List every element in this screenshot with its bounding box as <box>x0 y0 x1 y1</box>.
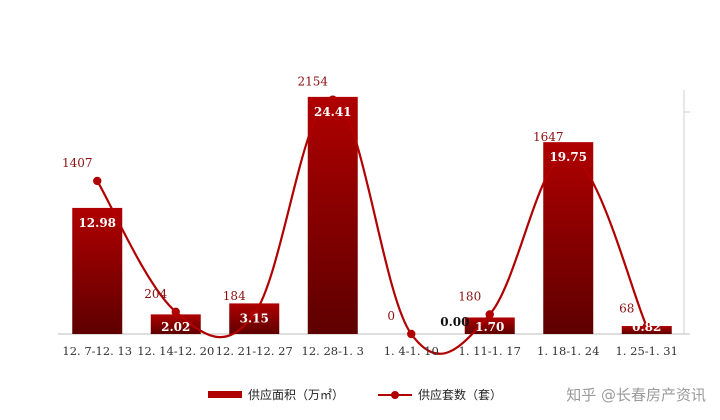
watermark-text: 知乎 @长春房产资讯 <box>566 386 706 404</box>
line-value-label-1: 1407 <box>62 156 93 170</box>
x-tick-label-4: 12. 28-1. 3 <box>302 344 364 358</box>
bar-7 <box>543 142 594 334</box>
line-path <box>96 98 648 355</box>
legend-item-area: 供应面积（万㎡） <box>208 386 344 403</box>
line-value-label-7: 1647 <box>533 130 564 144</box>
line-point-8 <box>642 322 651 331</box>
bar-value-label-2: 2.02 <box>161 320 190 334</box>
chart-legend: 供应面积（万㎡） 供应套数（套） <box>0 386 720 406</box>
bar-1 <box>72 207 123 334</box>
x-tick-label-3: 12. 21-12. 27 <box>216 344 293 358</box>
bar-value-label-7: 19.75 <box>549 150 587 164</box>
line-value-label-3: 184 <box>223 289 246 303</box>
x-tick-label-6: 1. 11-1. 17 <box>459 344 521 358</box>
line-value-label-6: 180 <box>458 289 481 303</box>
x-tick-label-8: 1. 25-1. 31 <box>616 344 678 358</box>
legend-label-count: 供应套数（套） <box>418 388 503 402</box>
bar-value-label-5: 0.00 <box>440 315 469 329</box>
bar-value-label-8: 0.82 <box>632 320 661 334</box>
line-point-4 <box>328 95 337 104</box>
bar-series <box>72 96 672 334</box>
bar-3 <box>229 303 280 334</box>
chart-canvas: 12.98 2.02 3.15 24.41 0.00 1.70 19.75 0.82 1407… <box>58 75 690 358</box>
legend-label-area: 供应面积（万㎡） <box>248 388 345 402</box>
x-tick-label-2: 12. 14-12. 20 <box>137 344 214 358</box>
bar-value-label-3: 3.15 <box>240 311 269 325</box>
line-value-label-4: 2154 <box>297 75 328 89</box>
bar-value-label-6: 1.70 <box>475 320 504 334</box>
line-point-7 <box>564 150 573 160</box>
line-point-2 <box>171 307 180 317</box>
bar-value-label-1: 12.98 <box>78 216 116 230</box>
bar-2 <box>150 314 201 334</box>
line-value-label-8: 68 <box>619 302 634 316</box>
x-tick-labels: 12. 7-12. 13 12. 14-12. 20 12. 21-12. 27 12… <box>62 344 678 358</box>
legend-line-swatch <box>378 390 412 400</box>
line-series <box>93 95 651 355</box>
bar-4 <box>307 96 358 334</box>
line-point-6 <box>485 310 494 319</box>
x-tick-label-1: 12. 7-12. 13 <box>62 344 132 358</box>
line-value-label-5: 0 <box>387 309 395 323</box>
line-value-labels: 1407 204 184 2154 0 180 1647 68 <box>62 75 634 323</box>
bar-value-label-4: 24.41 <box>314 105 352 119</box>
line-point-1 <box>93 176 102 186</box>
legend-item-count: 供应套数（套） <box>378 386 502 403</box>
line-value-label-2: 204 <box>144 287 167 301</box>
line-point-3 <box>250 309 259 319</box>
x-tick-label-7: 1. 18-1. 24 <box>537 344 599 358</box>
x-tick-label-5: 1. 4-1. 10 <box>384 344 439 358</box>
line-point-5 <box>407 329 416 339</box>
legend-bar-swatch <box>208 391 242 398</box>
bar-value-labels: 12.98 2.02 3.15 24.41 0.00 1.70 19.75 0.82 <box>78 105 661 334</box>
